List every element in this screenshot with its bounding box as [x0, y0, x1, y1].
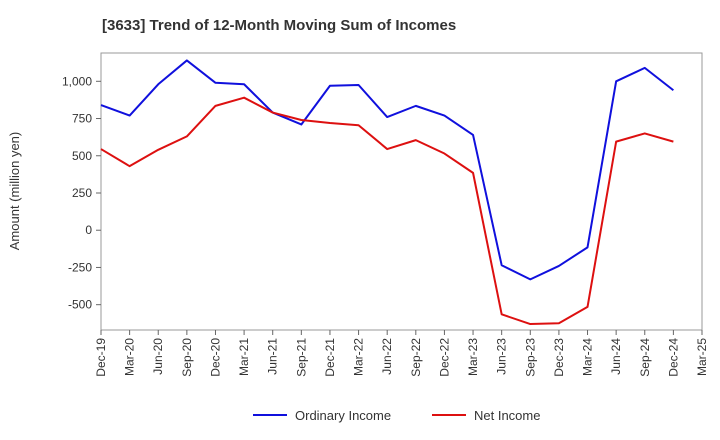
series-line-net-income	[100, 96, 674, 326]
y-tick-labels: -500 -250 0 250 500 750 1,000	[62, 74, 92, 311]
x-tick-label: Sep-22	[409, 338, 423, 377]
x-tick-label: Mar-22	[352, 338, 366, 376]
y-tick-label: 1,000	[62, 74, 92, 88]
x-tick-label: Dec-23	[552, 338, 566, 377]
y-tick-label: 0	[85, 223, 92, 237]
x-tick-label: Dec-19	[94, 338, 108, 377]
x-tick-label: Dec-20	[208, 338, 222, 377]
x-tick-label: Mar-20	[123, 338, 137, 376]
data-series	[100, 59, 674, 326]
y-tick-label: 250	[72, 186, 92, 200]
x-tick-label: Sep-23	[523, 338, 537, 377]
x-tick-label: Sep-24	[638, 338, 652, 377]
legend: Ordinary Income Net Income	[253, 408, 540, 423]
chart-title: [3633] Trend of 12-Month Moving Sum of I…	[102, 17, 456, 34]
x-tick-label: Dec-22	[437, 338, 451, 377]
y-tick-label: -250	[68, 260, 92, 274]
legend-label-net-income: Net Income	[474, 408, 540, 423]
x-tick-label: Dec-21	[323, 338, 337, 377]
series-line-ordinary-income	[100, 59, 674, 281]
y-tick-label: 750	[72, 112, 92, 126]
x-tick-label: Mar-21	[237, 338, 251, 376]
x-tick-label: Mar-25	[695, 338, 709, 376]
y-tick-label: -500	[68, 298, 92, 312]
x-tick-label: Sep-20	[180, 338, 194, 377]
x-tick-label: Mar-24	[581, 338, 595, 376]
x-tick-label: Dec-24	[666, 338, 680, 377]
y-tick-label: 500	[72, 149, 92, 163]
x-tick-label: Jun-23	[495, 338, 509, 375]
x-tick-label: Jun-21	[266, 338, 280, 375]
plot-area-frame	[100, 52, 703, 331]
x-tick-label: Sep-21	[294, 338, 308, 377]
axes	[96, 52, 703, 335]
x-tick-label: Jun-24	[609, 338, 623, 375]
x-tick-label: Jun-22	[380, 338, 394, 375]
x-tick-labels: Dec-19 Mar-20 Jun-20 Sep-20 Dec-20 Mar-21 Jun-…	[94, 338, 709, 377]
y-axis-label: Amount (million yen)	[7, 132, 22, 251]
x-tick-label: Mar-23	[466, 338, 480, 376]
legend-label-ordinary-income: Ordinary Income	[295, 408, 391, 423]
x-tick-label: Jun-20	[151, 338, 165, 375]
